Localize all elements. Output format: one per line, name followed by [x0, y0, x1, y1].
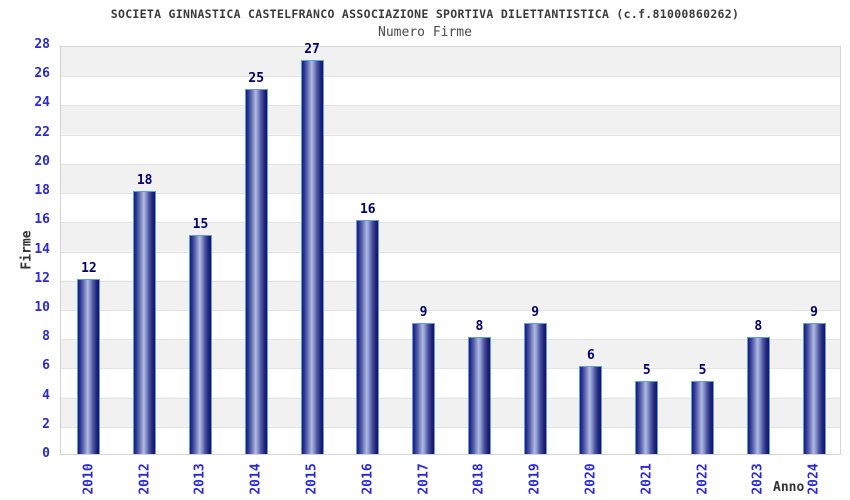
bar-value-label: 5 — [642, 362, 651, 378]
gridline — [61, 339, 840, 341]
x-tick-label: 2010 — [81, 463, 97, 495]
y-tick-label: 10 — [34, 299, 50, 315]
bar-value-label: 9 — [419, 304, 428, 320]
bar-value-label: 18 — [136, 173, 153, 189]
x-tick-label: 2023 — [750, 463, 766, 495]
bar — [802, 322, 826, 454]
bar — [523, 322, 547, 454]
y-tick-label: 18 — [34, 183, 50, 199]
y-tick-label: 16 — [34, 212, 50, 228]
bar-value-label: 8 — [754, 319, 763, 335]
y-tick-label: 28 — [34, 37, 50, 52]
gridline — [61, 163, 840, 165]
x-tick-label: 2017 — [416, 463, 432, 495]
gridline — [61, 280, 840, 282]
bar — [746, 337, 770, 454]
x-tick-label: 2012 — [137, 463, 153, 495]
bar — [691, 380, 715, 454]
x-tick-label: 2022 — [695, 463, 711, 495]
x-tick-label: 2018 — [471, 463, 487, 495]
x-tick-label: 2019 — [527, 463, 543, 495]
gridline — [61, 222, 840, 224]
y-tick-label: 8 — [42, 329, 50, 345]
y-tick-label: 14 — [34, 241, 50, 257]
bar-value-label: 25 — [248, 70, 265, 86]
x-tick-label: 2024 — [806, 463, 822, 495]
y-tick-label: 22 — [34, 124, 50, 140]
y-tick-label: 6 — [42, 358, 50, 374]
bar-value-label: 27 — [304, 41, 320, 57]
y-tick-label: 24 — [34, 95, 50, 111]
y-tick-label: 4 — [42, 387, 50, 403]
y-tick-label: 2 — [42, 416, 50, 432]
bar-value-label: 5 — [698, 362, 707, 378]
x-tick-label: 2020 — [583, 463, 599, 495]
gridline — [61, 309, 840, 311]
x-tick-label: 2016 — [360, 463, 376, 495]
bar-value-label: 9 — [810, 304, 819, 320]
y-tick-label: 26 — [34, 66, 50, 82]
gridline — [61, 76, 840, 78]
gridline — [61, 134, 840, 136]
bar — [188, 234, 212, 454]
gridline — [61, 251, 840, 253]
plot-area: 12 18 15 25 27 16 9 8 9 6 5 5 8 9 — [60, 42, 841, 455]
gridline — [61, 397, 840, 399]
x-axis-title: Anno — [773, 480, 805, 495]
chart-subtitle: Numero Firme — [378, 25, 472, 40]
bar — [300, 59, 324, 454]
gridline — [61, 426, 840, 428]
y-tick-label: 0 — [42, 446, 50, 461]
bar — [579, 366, 603, 454]
y-tick-label: 12 — [34, 270, 50, 286]
bar — [412, 322, 436, 454]
x-tick-label: 2013 — [192, 463, 208, 495]
bar — [467, 337, 491, 454]
bar-value-label: 12 — [81, 260, 97, 276]
bar — [133, 191, 157, 454]
gridline — [61, 368, 840, 370]
bar — [77, 278, 101, 454]
x-tick-label: 2021 — [639, 463, 655, 495]
gridline — [61, 105, 840, 107]
bar-value-label: 15 — [192, 216, 209, 232]
y-tick-label: 20 — [34, 153, 50, 169]
bar — [356, 220, 380, 454]
bar — [635, 380, 659, 454]
x-tick-label: 2014 — [248, 463, 264, 495]
bar — [244, 88, 268, 454]
bar-value-label: 8 — [475, 319, 484, 335]
x-tick-label: 2015 — [304, 463, 320, 495]
bar-value-label: 6 — [587, 348, 595, 364]
bar-value-label: 9 — [531, 304, 540, 320]
chart-title: SOCIETA GINNASTICA CASTELFRANCO ASSOCIAZ… — [110, 7, 740, 21]
bar-value-label: 16 — [359, 202, 376, 218]
gridline — [61, 193, 840, 195]
